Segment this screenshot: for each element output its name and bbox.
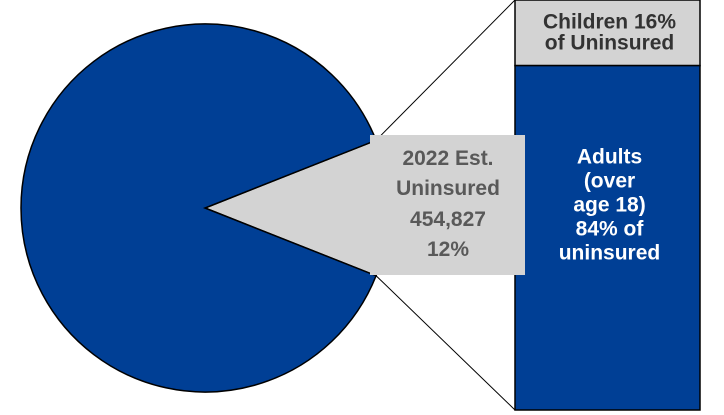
pie-slice [20, 23, 378, 393]
bar-segment [514, 0, 701, 67]
bar-label: Children 16% of Uninsured [543, 10, 676, 54]
connector [375, 275, 516, 411]
slice-count: 454,827 [410, 208, 486, 231]
slice-value-label: 12% [427, 238, 469, 261]
bar-label: Adults (over age 18) 84% of uninsured [559, 145, 661, 264]
label-box [370, 135, 525, 275]
bar-segment [514, 64, 701, 411]
connector [375, 0, 516, 141]
slice-label: 2022 Est. Uninsured [396, 147, 500, 200]
